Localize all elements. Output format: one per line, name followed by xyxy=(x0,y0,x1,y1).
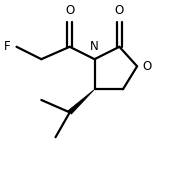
Polygon shape xyxy=(68,89,94,114)
Text: O: O xyxy=(115,4,124,17)
Text: O: O xyxy=(142,60,151,73)
Text: F: F xyxy=(4,40,11,53)
Text: O: O xyxy=(65,4,74,17)
Text: N: N xyxy=(90,40,99,53)
